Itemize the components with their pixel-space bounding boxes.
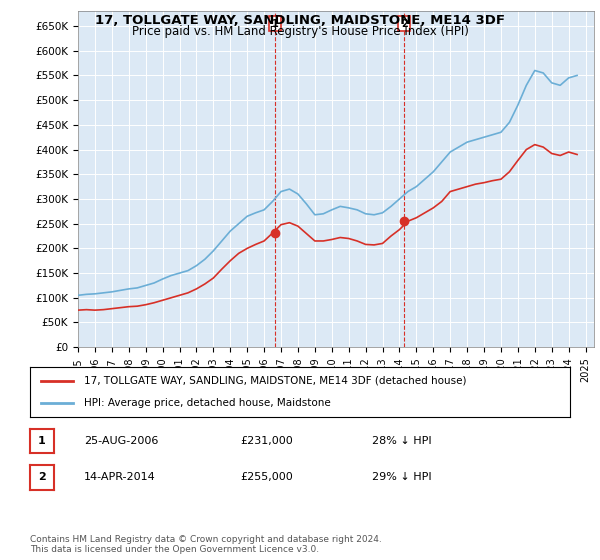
Text: 17, TOLLGATE WAY, SANDLING, MAIDSTONE, ME14 3DF (detached house): 17, TOLLGATE WAY, SANDLING, MAIDSTONE, M… (84, 376, 467, 386)
Text: Price paid vs. HM Land Registry's House Price Index (HPI): Price paid vs. HM Land Registry's House … (131, 25, 469, 38)
Text: 2: 2 (401, 18, 407, 29)
Text: 17, TOLLGATE WAY, SANDLING, MAIDSTONE, ME14 3DF: 17, TOLLGATE WAY, SANDLING, MAIDSTONE, M… (95, 14, 505, 27)
Text: 2: 2 (38, 473, 46, 482)
Text: £255,000: £255,000 (240, 473, 293, 482)
Text: 25-AUG-2006: 25-AUG-2006 (84, 436, 158, 446)
Text: 1: 1 (38, 436, 46, 446)
Text: 28% ↓ HPI: 28% ↓ HPI (372, 436, 431, 446)
Text: HPI: Average price, detached house, Maidstone: HPI: Average price, detached house, Maid… (84, 398, 331, 408)
Text: 29% ↓ HPI: 29% ↓ HPI (372, 473, 431, 482)
Text: 14-APR-2014: 14-APR-2014 (84, 473, 156, 482)
Text: Contains HM Land Registry data © Crown copyright and database right 2024.
This d: Contains HM Land Registry data © Crown c… (30, 535, 382, 554)
Text: 1: 1 (272, 18, 278, 29)
Text: £231,000: £231,000 (240, 436, 293, 446)
